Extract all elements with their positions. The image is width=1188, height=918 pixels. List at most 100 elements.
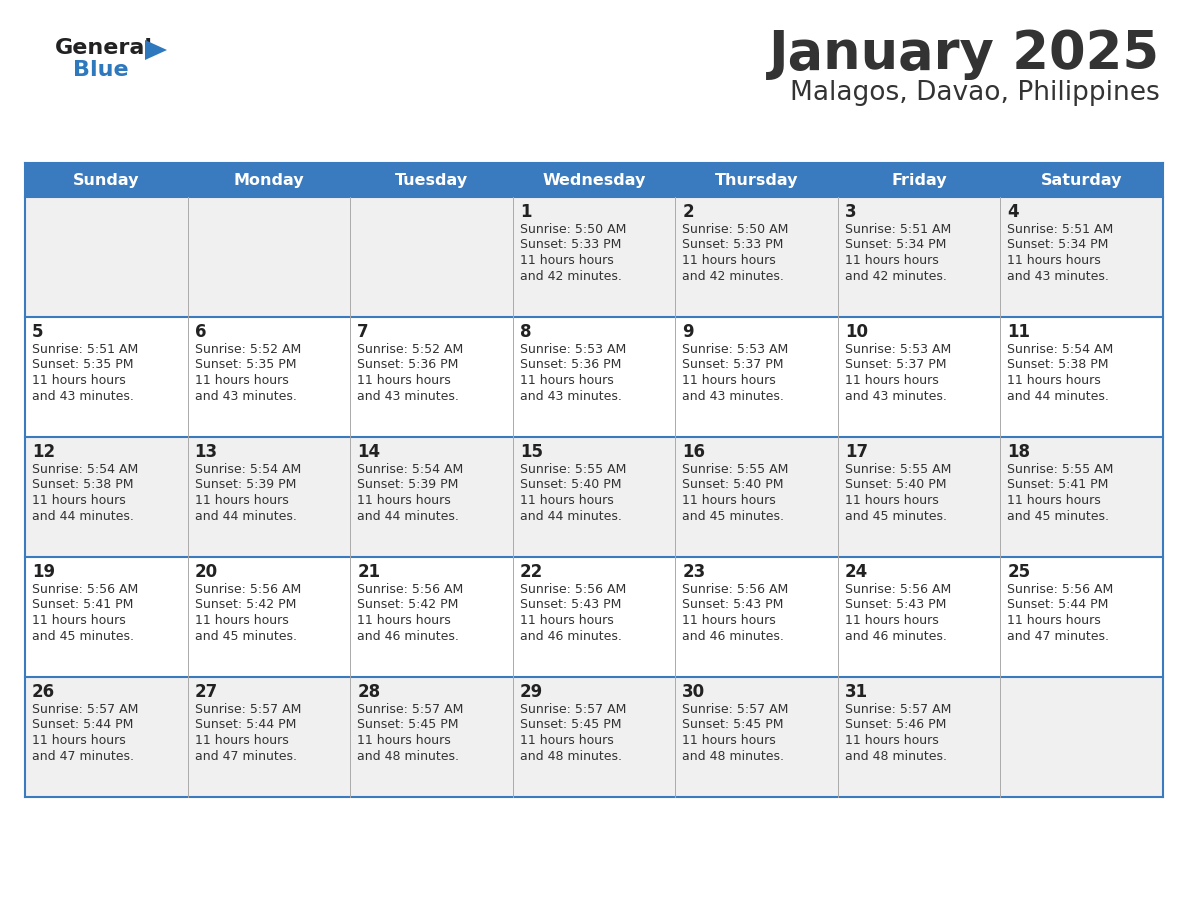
Text: and 46 minutes.: and 46 minutes.: [682, 630, 784, 643]
Text: 11 hours hours: 11 hours hours: [195, 494, 289, 507]
Text: Sunrise: 5:56 AM: Sunrise: 5:56 AM: [358, 583, 463, 596]
Text: Malagos, Davao, Philippines: Malagos, Davao, Philippines: [790, 80, 1159, 106]
Text: and 43 minutes.: and 43 minutes.: [682, 389, 784, 402]
Text: Sunset: 5:39 PM: Sunset: 5:39 PM: [195, 478, 296, 491]
Text: Sunset: 5:38 PM: Sunset: 5:38 PM: [32, 478, 133, 491]
Text: 11 hours hours: 11 hours hours: [32, 614, 126, 627]
Text: 11 hours hours: 11 hours hours: [1007, 374, 1101, 387]
Text: 25: 25: [1007, 563, 1030, 581]
Text: Sunset: 5:41 PM: Sunset: 5:41 PM: [32, 599, 133, 611]
Text: and 44 minutes.: and 44 minutes.: [358, 509, 459, 522]
Text: Sunrise: 5:56 AM: Sunrise: 5:56 AM: [845, 583, 952, 596]
Text: 22: 22: [519, 563, 543, 581]
Text: Sunset: 5:38 PM: Sunset: 5:38 PM: [1007, 359, 1108, 372]
Text: 11: 11: [1007, 323, 1030, 341]
Text: General: General: [55, 38, 153, 58]
Text: Sunrise: 5:55 AM: Sunrise: 5:55 AM: [845, 463, 952, 476]
Text: 26: 26: [32, 683, 55, 701]
Text: and 43 minutes.: and 43 minutes.: [845, 389, 947, 402]
Text: 11 hours hours: 11 hours hours: [195, 614, 289, 627]
Text: 11 hours hours: 11 hours hours: [845, 374, 939, 387]
Text: 15: 15: [519, 443, 543, 461]
Text: Sunset: 5:44 PM: Sunset: 5:44 PM: [1007, 599, 1108, 611]
Text: January 2025: January 2025: [769, 28, 1159, 80]
Text: Sunrise: 5:54 AM: Sunrise: 5:54 AM: [195, 463, 301, 476]
Text: 11 hours hours: 11 hours hours: [682, 374, 776, 387]
Text: 11 hours hours: 11 hours hours: [32, 734, 126, 747]
Text: and 43 minutes.: and 43 minutes.: [1007, 270, 1110, 283]
Text: Sunset: 5:41 PM: Sunset: 5:41 PM: [1007, 478, 1108, 491]
Text: Sunrise: 5:51 AM: Sunrise: 5:51 AM: [32, 343, 138, 356]
Text: 1: 1: [519, 203, 531, 221]
Text: 11 hours hours: 11 hours hours: [358, 614, 451, 627]
Text: Sunset: 5:44 PM: Sunset: 5:44 PM: [195, 719, 296, 732]
Text: 11 hours hours: 11 hours hours: [682, 494, 776, 507]
Text: 11 hours hours: 11 hours hours: [195, 374, 289, 387]
Text: and 48 minutes.: and 48 minutes.: [358, 749, 459, 763]
Text: 31: 31: [845, 683, 868, 701]
Text: Saturday: Saturday: [1041, 173, 1123, 187]
Text: Sunrise: 5:54 AM: Sunrise: 5:54 AM: [358, 463, 463, 476]
Text: 11 hours hours: 11 hours hours: [682, 734, 776, 747]
Text: and 45 minutes.: and 45 minutes.: [845, 509, 947, 522]
Text: Sunset: 5:36 PM: Sunset: 5:36 PM: [358, 359, 459, 372]
Text: and 42 minutes.: and 42 minutes.: [845, 270, 947, 283]
Text: 11 hours hours: 11 hours hours: [1007, 494, 1101, 507]
Text: and 44 minutes.: and 44 minutes.: [519, 509, 621, 522]
Text: 11 hours hours: 11 hours hours: [1007, 614, 1101, 627]
Text: Sunset: 5:39 PM: Sunset: 5:39 PM: [358, 478, 459, 491]
Text: Sunset: 5:45 PM: Sunset: 5:45 PM: [519, 719, 621, 732]
Text: Sunrise: 5:57 AM: Sunrise: 5:57 AM: [845, 703, 952, 716]
Text: Sunset: 5:46 PM: Sunset: 5:46 PM: [845, 719, 946, 732]
Text: 11 hours hours: 11 hours hours: [32, 374, 126, 387]
Text: Monday: Monday: [234, 173, 304, 187]
Text: 11 hours hours: 11 hours hours: [845, 734, 939, 747]
Text: Sunrise: 5:56 AM: Sunrise: 5:56 AM: [195, 583, 301, 596]
Bar: [25, 677, 1163, 797]
Text: and 48 minutes.: and 48 minutes.: [519, 749, 621, 763]
Text: Sunrise: 5:55 AM: Sunrise: 5:55 AM: [1007, 463, 1114, 476]
Text: 24: 24: [845, 563, 868, 581]
Text: 11 hours hours: 11 hours hours: [358, 734, 451, 747]
Text: Sunrise: 5:57 AM: Sunrise: 5:57 AM: [519, 703, 626, 716]
Text: and 46 minutes.: and 46 minutes.: [519, 630, 621, 643]
Text: and 48 minutes.: and 48 minutes.: [682, 749, 784, 763]
Text: Wednesday: Wednesday: [542, 173, 646, 187]
Text: 11 hours hours: 11 hours hours: [358, 374, 451, 387]
Text: 20: 20: [195, 563, 217, 581]
Text: 17: 17: [845, 443, 868, 461]
Text: Sunrise: 5:57 AM: Sunrise: 5:57 AM: [195, 703, 301, 716]
Text: Sunset: 5:33 PM: Sunset: 5:33 PM: [682, 239, 784, 252]
Bar: [25, 163, 1163, 197]
Text: Sunset: 5:37 PM: Sunset: 5:37 PM: [845, 359, 947, 372]
Text: Sunset: 5:36 PM: Sunset: 5:36 PM: [519, 359, 621, 372]
Text: 13: 13: [195, 443, 217, 461]
Text: Sunrise: 5:52 AM: Sunrise: 5:52 AM: [195, 343, 301, 356]
Text: and 47 minutes.: and 47 minutes.: [32, 749, 134, 763]
Text: Sunday: Sunday: [72, 173, 139, 187]
Text: and 44 minutes.: and 44 minutes.: [1007, 389, 1110, 402]
Text: 10: 10: [845, 323, 868, 341]
Text: Sunrise: 5:54 AM: Sunrise: 5:54 AM: [32, 463, 138, 476]
Text: Sunrise: 5:52 AM: Sunrise: 5:52 AM: [358, 343, 463, 356]
Text: Sunset: 5:43 PM: Sunset: 5:43 PM: [682, 599, 784, 611]
Text: 19: 19: [32, 563, 55, 581]
Text: and 47 minutes.: and 47 minutes.: [195, 749, 297, 763]
Text: 4: 4: [1007, 203, 1019, 221]
Text: 18: 18: [1007, 443, 1030, 461]
Text: Sunset: 5:44 PM: Sunset: 5:44 PM: [32, 719, 133, 732]
Text: Sunset: 5:34 PM: Sunset: 5:34 PM: [845, 239, 946, 252]
Text: Sunset: 5:37 PM: Sunset: 5:37 PM: [682, 359, 784, 372]
Text: Sunrise: 5:53 AM: Sunrise: 5:53 AM: [519, 343, 626, 356]
Text: and 43 minutes.: and 43 minutes.: [519, 389, 621, 402]
Text: 11 hours hours: 11 hours hours: [845, 614, 939, 627]
Text: and 46 minutes.: and 46 minutes.: [358, 630, 459, 643]
Text: Sunrise: 5:53 AM: Sunrise: 5:53 AM: [845, 343, 952, 356]
Text: Sunset: 5:42 PM: Sunset: 5:42 PM: [358, 599, 459, 611]
Text: Friday: Friday: [891, 173, 947, 187]
Text: 7: 7: [358, 323, 368, 341]
Text: and 44 minutes.: and 44 minutes.: [195, 509, 297, 522]
Text: Sunrise: 5:50 AM: Sunrise: 5:50 AM: [519, 223, 626, 236]
Text: and 43 minutes.: and 43 minutes.: [32, 389, 134, 402]
Text: Sunrise: 5:53 AM: Sunrise: 5:53 AM: [682, 343, 789, 356]
